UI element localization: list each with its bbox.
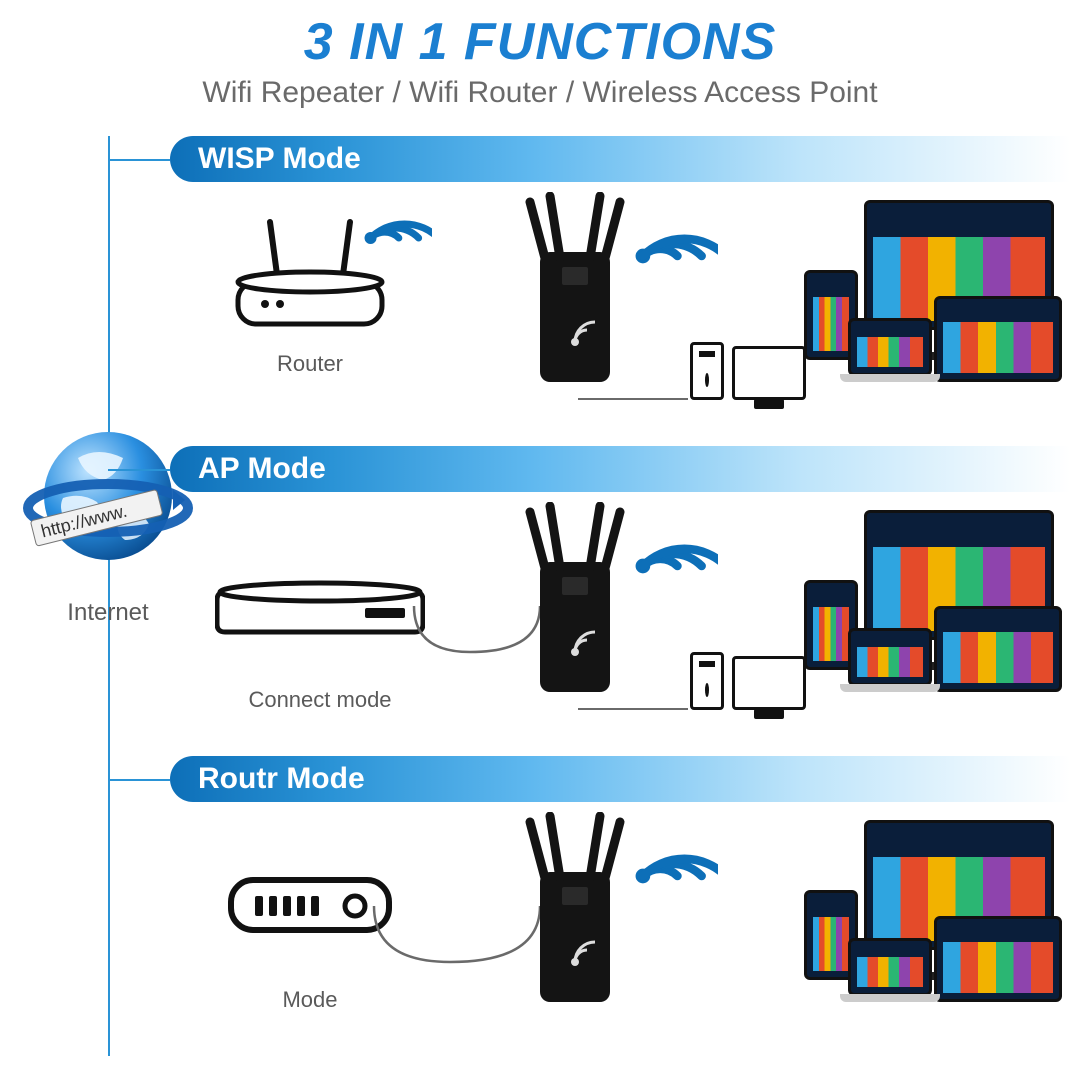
pc-monitor-icon <box>732 346 806 400</box>
extender-device <box>490 812 660 1027</box>
wifi-icon <box>630 522 718 610</box>
client-devices <box>804 510 1064 700</box>
mode-bar: WISP Mode <box>170 136 1070 182</box>
wire-extender-pc <box>578 708 688 710</box>
pc-device <box>690 652 806 710</box>
mode-bar: Routr Mode <box>170 756 1070 802</box>
mode-bar: AP Mode <box>170 446 1070 492</box>
mode-router: Routr Mode Mode <box>170 756 1070 1046</box>
pc-monitor-icon <box>732 656 806 710</box>
client-devices <box>804 200 1064 390</box>
mode-title: AP Mode <box>198 452 326 486</box>
client-devices <box>804 820 1064 1010</box>
modem-device: Connect mode <box>210 562 430 713</box>
mode-wisp: WISP Mode <box>170 136 1070 426</box>
pc-tower-icon <box>690 652 724 710</box>
router-device: Router <box>210 212 410 377</box>
mode-ap: AP Mode Connect mode <box>170 446 1070 736</box>
screen-tablet <box>934 296 1062 382</box>
subtitle: Wifi Repeater / Wifi Router / Wireless A… <box>0 76 1080 110</box>
mode-title: WISP Mode <box>198 142 361 176</box>
wire-extender-pc <box>578 398 688 400</box>
extender-device <box>490 502 660 717</box>
extender-device <box>490 192 660 407</box>
wifi-icon <box>360 202 432 274</box>
screen-laptop <box>848 318 932 376</box>
pc-tower-icon <box>690 342 724 400</box>
mode-title: Routr Mode <box>198 762 365 796</box>
modem-icon <box>215 562 425 642</box>
pc-device <box>690 342 806 400</box>
globe-icon: http://www. <box>23 418 193 588</box>
wifi-icon <box>630 212 718 300</box>
connector-to-mode-2 <box>108 469 170 471</box>
main-title: 3 IN 1 FUNCTIONS <box>0 12 1080 72</box>
header: 3 IN 1 FUNCTIONS Wifi Repeater / Wifi Ro… <box>0 0 1080 110</box>
diagram: http://www. Internet WISP Mode <box>0 136 1080 1056</box>
connector-to-mode-3 <box>108 779 170 781</box>
router-label: Router <box>210 351 410 377</box>
wifi-icon <box>630 832 718 920</box>
connector-to-mode-1 <box>108 159 170 161</box>
modem-label: Connect mode <box>210 687 430 713</box>
